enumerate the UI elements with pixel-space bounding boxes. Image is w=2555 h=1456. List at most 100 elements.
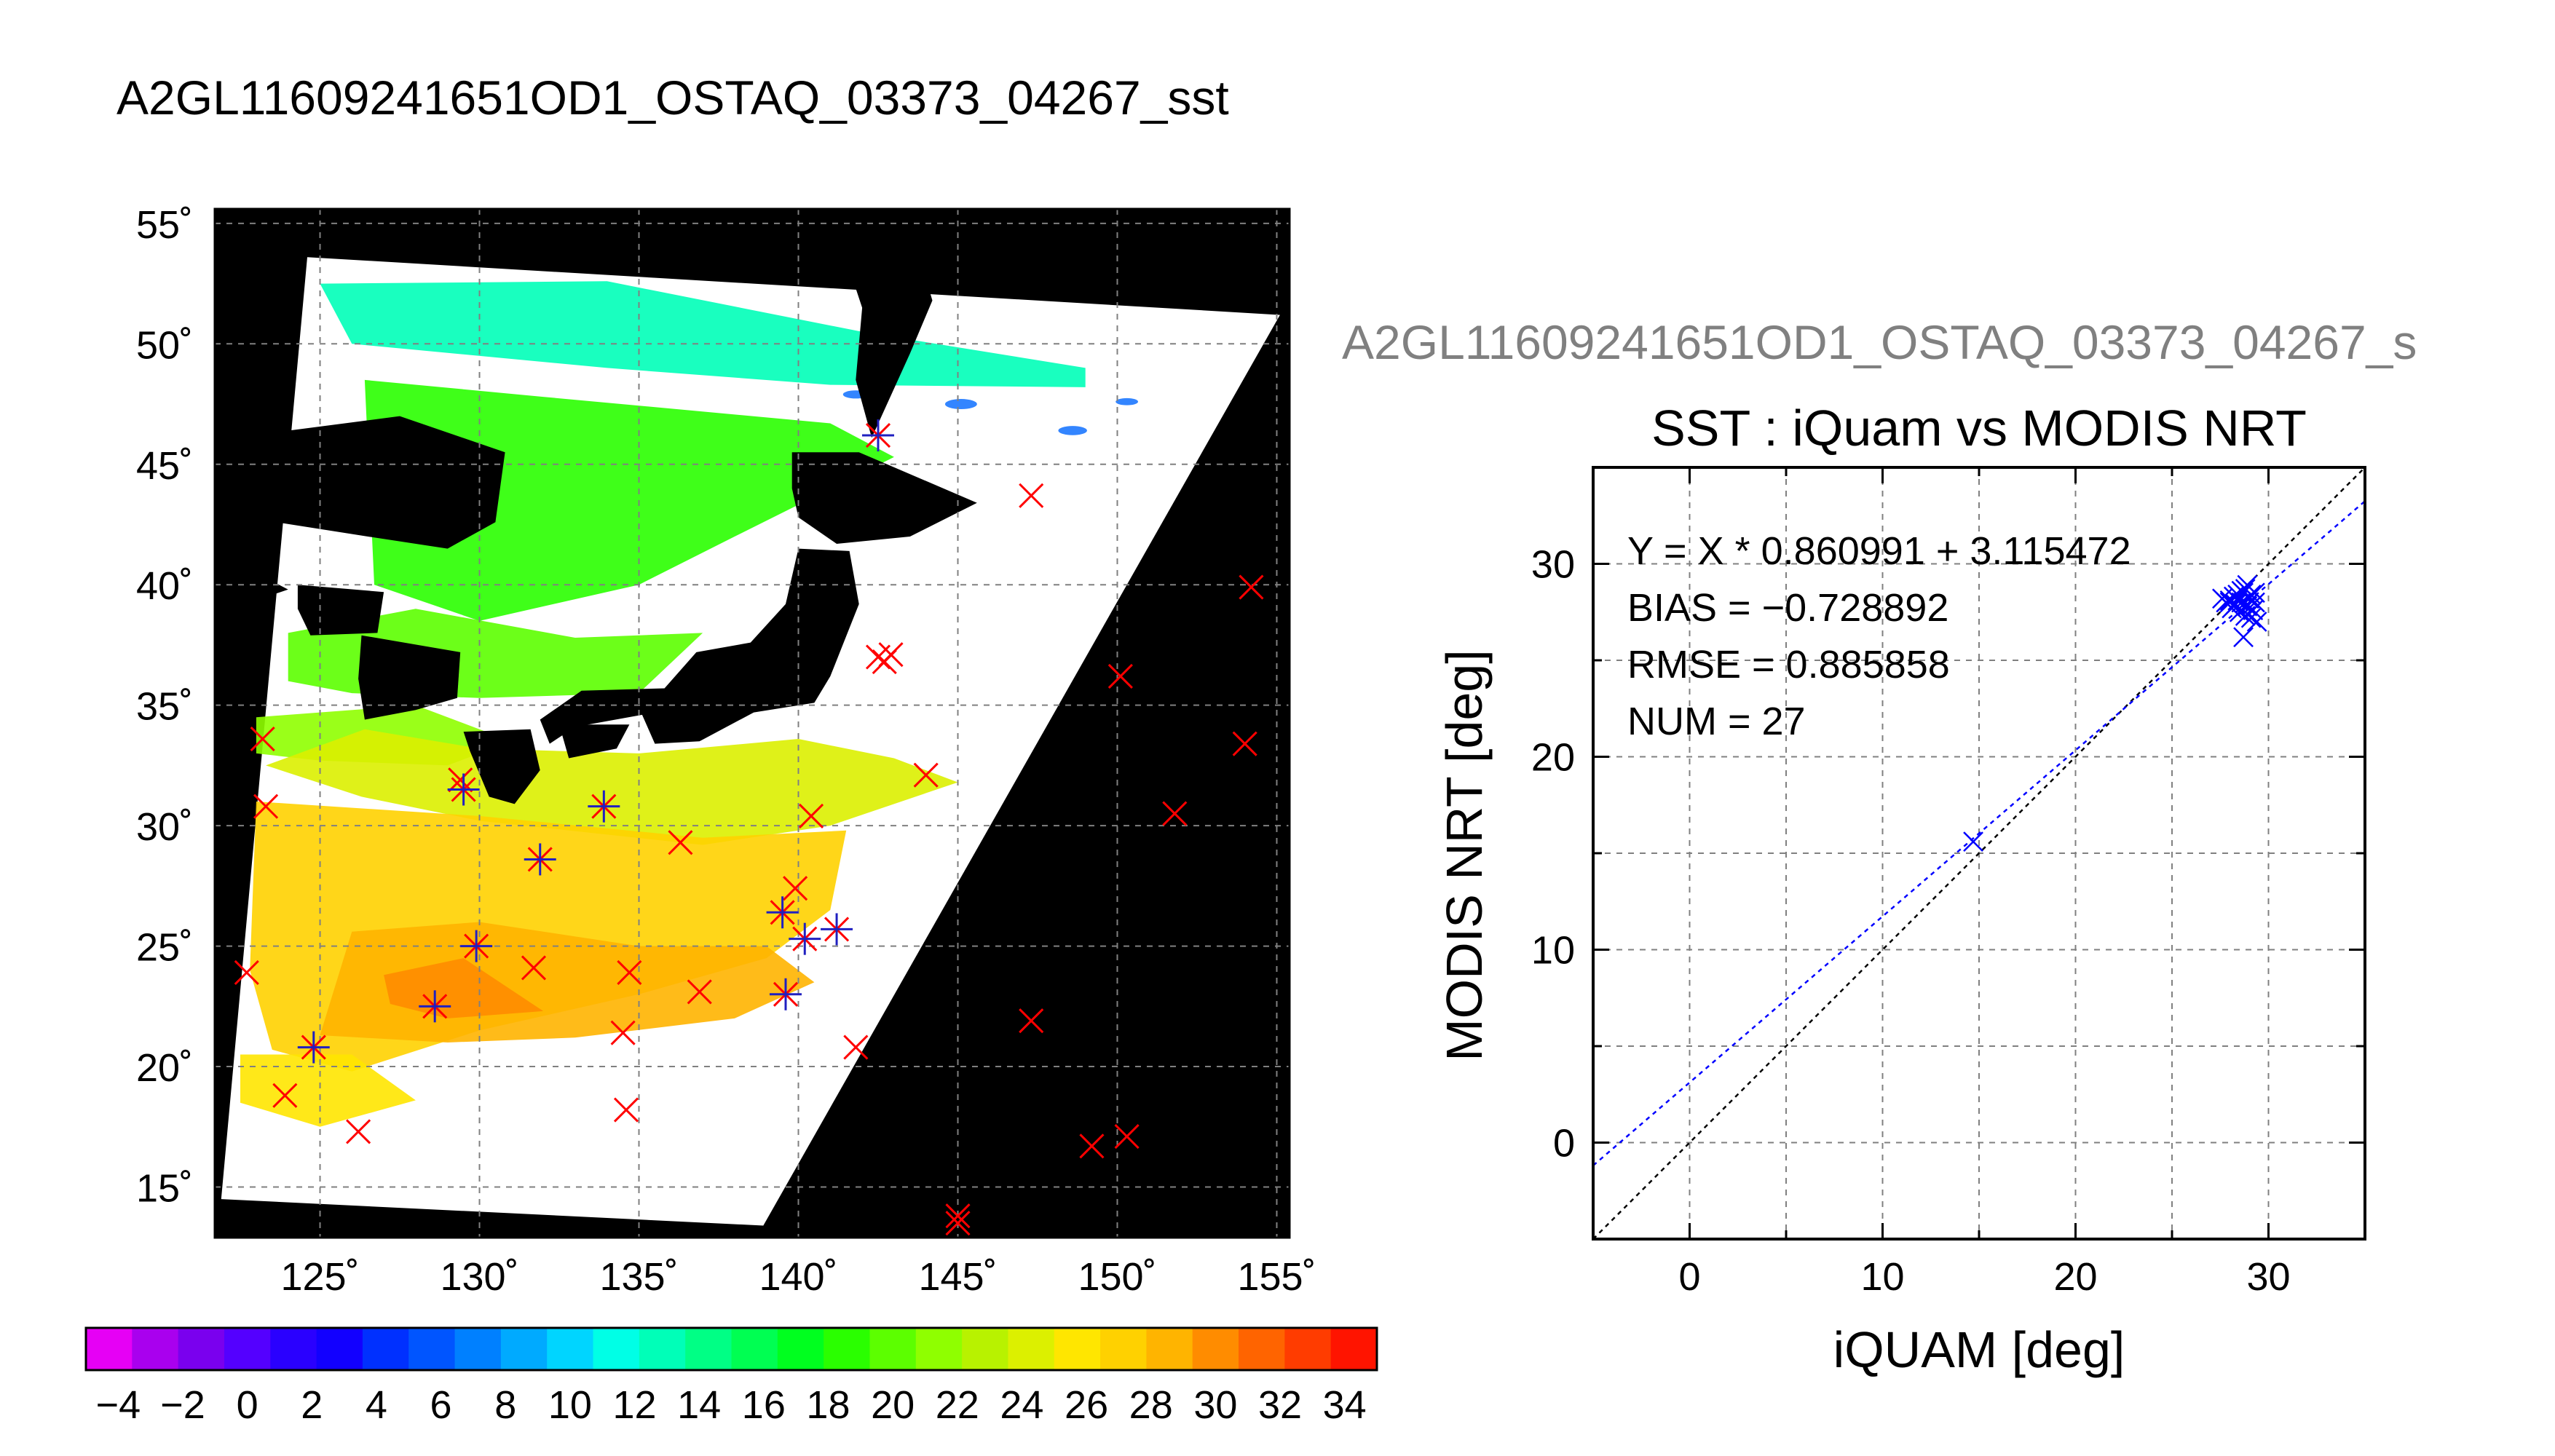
sst-cold-patch	[944, 399, 977, 410]
annotation-rmse: RMSE = 0.885858	[1627, 643, 1950, 687]
map-marker-red-x	[1239, 574, 1264, 600]
colorbar-cell	[270, 1328, 317, 1370]
map-lat-tick-labels: 15˚ 20˚ 25˚ 30˚ 35˚ 40˚ 45˚ 50˚ 55˚	[136, 203, 193, 1211]
map-marker-blue-plus	[460, 930, 493, 962]
map-marker-blue-plus	[821, 913, 853, 946]
map-grid	[215, 209, 1290, 1238]
colorbar-tick-label: −4	[96, 1383, 141, 1427]
land-polygon	[559, 724, 630, 759]
scatter-point	[2233, 627, 2254, 648]
land-mask	[215, 209, 977, 804]
scatter-x-tick-label: 0	[1678, 1255, 1700, 1299]
colorbar-tick-label: 30	[1193, 1383, 1237, 1427]
land-polygon	[215, 620, 250, 660]
map-marker-red-x	[878, 642, 904, 668]
scatter-point	[2240, 607, 2262, 628]
colorbar-cell	[500, 1328, 548, 1370]
scatter-ticks	[1592, 466, 2366, 1241]
map-marker-red-x	[1019, 483, 1044, 508]
map-lat-tick-label: 40˚	[136, 564, 193, 608]
colorbar-cell	[731, 1328, 778, 1370]
map-marker-blue-plus	[766, 896, 799, 929]
map-lon-tick-labels: 125˚ 130˚ 135˚ 140˚ 145˚ 150˚ 155˚	[280, 1255, 1316, 1299]
scatter-y-tick-label: 10	[1531, 929, 1575, 973]
colorbar-cell	[1146, 1328, 1193, 1370]
colorbar-tick-label: 20	[871, 1383, 915, 1427]
map-lat-tick-label: 35˚	[136, 685, 193, 729]
scatter-point	[2237, 594, 2258, 615]
colorbar-tick-label: 24	[1000, 1383, 1043, 1427]
map-marker-blue-plus	[447, 773, 480, 806]
colorbar-cell	[824, 1328, 871, 1370]
sst-field	[384, 958, 544, 1018]
map-lat-tick-label: 25˚	[136, 926, 193, 970]
colorbar-cell	[547, 1328, 594, 1370]
map-marker-red-x	[253, 794, 279, 819]
sst-field	[266, 729, 958, 845]
colorbar-tick-label: 6	[430, 1383, 452, 1427]
scatter-y-axis-label: MODIS NRT [deg]	[1436, 649, 1493, 1061]
land-polygon	[846, 209, 933, 438]
map-marker-red-x	[1114, 1123, 1140, 1150]
scatter-grid	[1593, 467, 2365, 1239]
map-lon-tick-label: 135˚	[599, 1255, 678, 1299]
land-polygon	[358, 635, 461, 720]
colorbar-cells	[86, 1328, 1378, 1370]
map-marker-red-x	[250, 726, 275, 752]
map-marker-red-x	[1162, 801, 1188, 826]
map-marker-blue-plus	[419, 990, 451, 1023]
map-marker-red-x	[798, 803, 824, 828]
scatter-x-tick-labels: 0 10 20 30	[1678, 1255, 2290, 1299]
land-polygon	[463, 729, 540, 804]
map-marker-blue-plus	[297, 1031, 330, 1064]
colorbar-cell	[1239, 1328, 1285, 1370]
map-marker-red-x	[234, 960, 259, 986]
map-lat-tick-label: 50˚	[136, 323, 193, 367]
map-marker-red-x	[617, 960, 642, 986]
map-marker-red-x	[687, 979, 712, 1005]
scatter-x-tick-label: 10	[1860, 1255, 1904, 1299]
colorbar-cell	[1330, 1328, 1378, 1370]
map-frame	[213, 207, 1291, 1239]
colorbar-cell	[1008, 1328, 1055, 1370]
colorbar-tick-label: 28	[1129, 1383, 1173, 1427]
colorbar-cell	[777, 1328, 824, 1370]
colorbar: −4 −2 0 2 4 6 8 10 12 14 16 18 20 22 24 26 28 30 32 34	[84, 1326, 1378, 1427]
map-marker-red-x	[945, 1211, 971, 1236]
scatter-points	[1963, 574, 2267, 852]
land-polygon	[215, 550, 288, 609]
scatter-x-tick-label: 20	[2053, 1255, 2097, 1299]
colorbar-tick-label: −2	[160, 1383, 205, 1427]
colorbar-tick-label: 10	[548, 1383, 592, 1427]
annotation-bias: BIAS = −0.728892	[1627, 586, 1948, 630]
colorbar-cell	[362, 1328, 409, 1370]
colorbar-tick-label: 14	[677, 1383, 721, 1427]
scatter-point	[1963, 831, 1983, 852]
map-lon-tick-label: 145˚	[918, 1255, 997, 1299]
colorbar-cell	[639, 1328, 686, 1370]
scatter-plot: SST : iQuam vs MODIS NRT 0 10 20 30 0 10 20 30…	[1436, 400, 2366, 1378]
map-lon-tick-label: 130˚	[440, 1255, 518, 1299]
map-marker-blue-plus	[862, 419, 895, 452]
map-lon-tick-label: 150˚	[1078, 1255, 1156, 1299]
land-polygon	[215, 416, 505, 549]
colorbar-tick-label: 22	[936, 1383, 979, 1427]
map-marker-red-x	[1019, 1008, 1044, 1034]
colorbar-cell	[1192, 1328, 1239, 1370]
scatter-point	[2245, 582, 2265, 604]
scatter-point	[2245, 592, 2265, 613]
colorbar-cell	[224, 1328, 271, 1370]
map-lat-tick-label: 55˚	[136, 203, 193, 247]
map-marker-red-x	[610, 1020, 636, 1045]
map-markers	[234, 419, 1264, 1236]
colorbar-cell	[1100, 1328, 1147, 1370]
colorbar-tick-label: 4	[366, 1383, 387, 1427]
map-marker-red-x	[1107, 663, 1133, 689]
colorbar-tick-label: 34	[1323, 1383, 1367, 1427]
annotation-fit: Y = X * 0.860991 + 3.115472	[1627, 529, 2131, 573]
colorbar-tick-label: 18	[806, 1383, 850, 1427]
map-marker-red-x	[668, 830, 693, 855]
colorbar-tick-label: 16	[742, 1383, 786, 1427]
colorbar-cell	[316, 1328, 363, 1370]
figure-title: A2GL11609241651OD1_OSTAQ_03373_04267_sst	[117, 71, 1229, 124]
